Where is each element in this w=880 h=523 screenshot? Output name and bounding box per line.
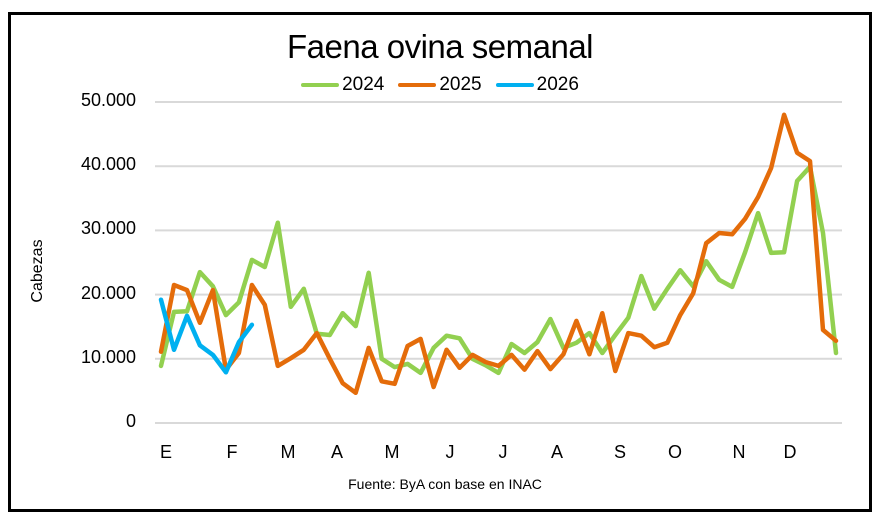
legend-label-2026: 2026 — [536, 74, 579, 95]
y-tick-50000: 50.000 — [80, 90, 136, 110]
x-tick-label: F — [226, 442, 238, 462]
x-tick-label: N — [732, 442, 746, 462]
legend-swatch-2024 — [301, 83, 340, 87]
gridlines — [155, 101, 842, 424]
x-tick-label: O — [667, 442, 683, 462]
x-tick-label: A — [550, 442, 564, 462]
y-tick-20000: 20.000 — [80, 283, 136, 303]
series-line-2026 — [158, 297, 255, 375]
chart-title: Faena ovina semanal — [286, 28, 594, 65]
chart-legend: 2024 2025 2026 — [0, 74, 880, 96]
y-tick-0: 0 — [125, 411, 136, 431]
series-line-2025 — [158, 112, 839, 396]
source-note: Fuente: ByA con base en INAC — [348, 476, 542, 492]
legend-swatch-2025 — [398, 83, 437, 87]
x-tick-label: D — [783, 442, 797, 462]
y-tick-30000: 30.000 — [80, 218, 136, 238]
legend-label-2024: 2024 — [342, 74, 385, 95]
x-tick-label: S — [613, 442, 627, 462]
legend-item-2024: 2024 — [301, 74, 384, 96]
chart-frame — [8, 12, 872, 512]
x-tick-label: M — [280, 442, 296, 462]
x-tick-label: M — [384, 442, 400, 462]
legend-swatch-2026 — [495, 83, 534, 87]
series-line-2024 — [158, 164, 839, 376]
y-tick-10000: 10.000 — [80, 347, 136, 367]
x-tick-label: J — [498, 442, 508, 462]
x-tick-label: J — [445, 442, 455, 462]
legend-item-2026: 2026 — [495, 74, 579, 96]
legend-label-2025: 2025 — [439, 74, 482, 95]
legend-item-2025: 2025 — [398, 74, 482, 96]
x-tick-label: A — [330, 442, 344, 462]
y-tick-40000: 40.000 — [80, 154, 136, 174]
x-tick-label: E — [159, 442, 173, 462]
series-lines — [158, 112, 839, 396]
